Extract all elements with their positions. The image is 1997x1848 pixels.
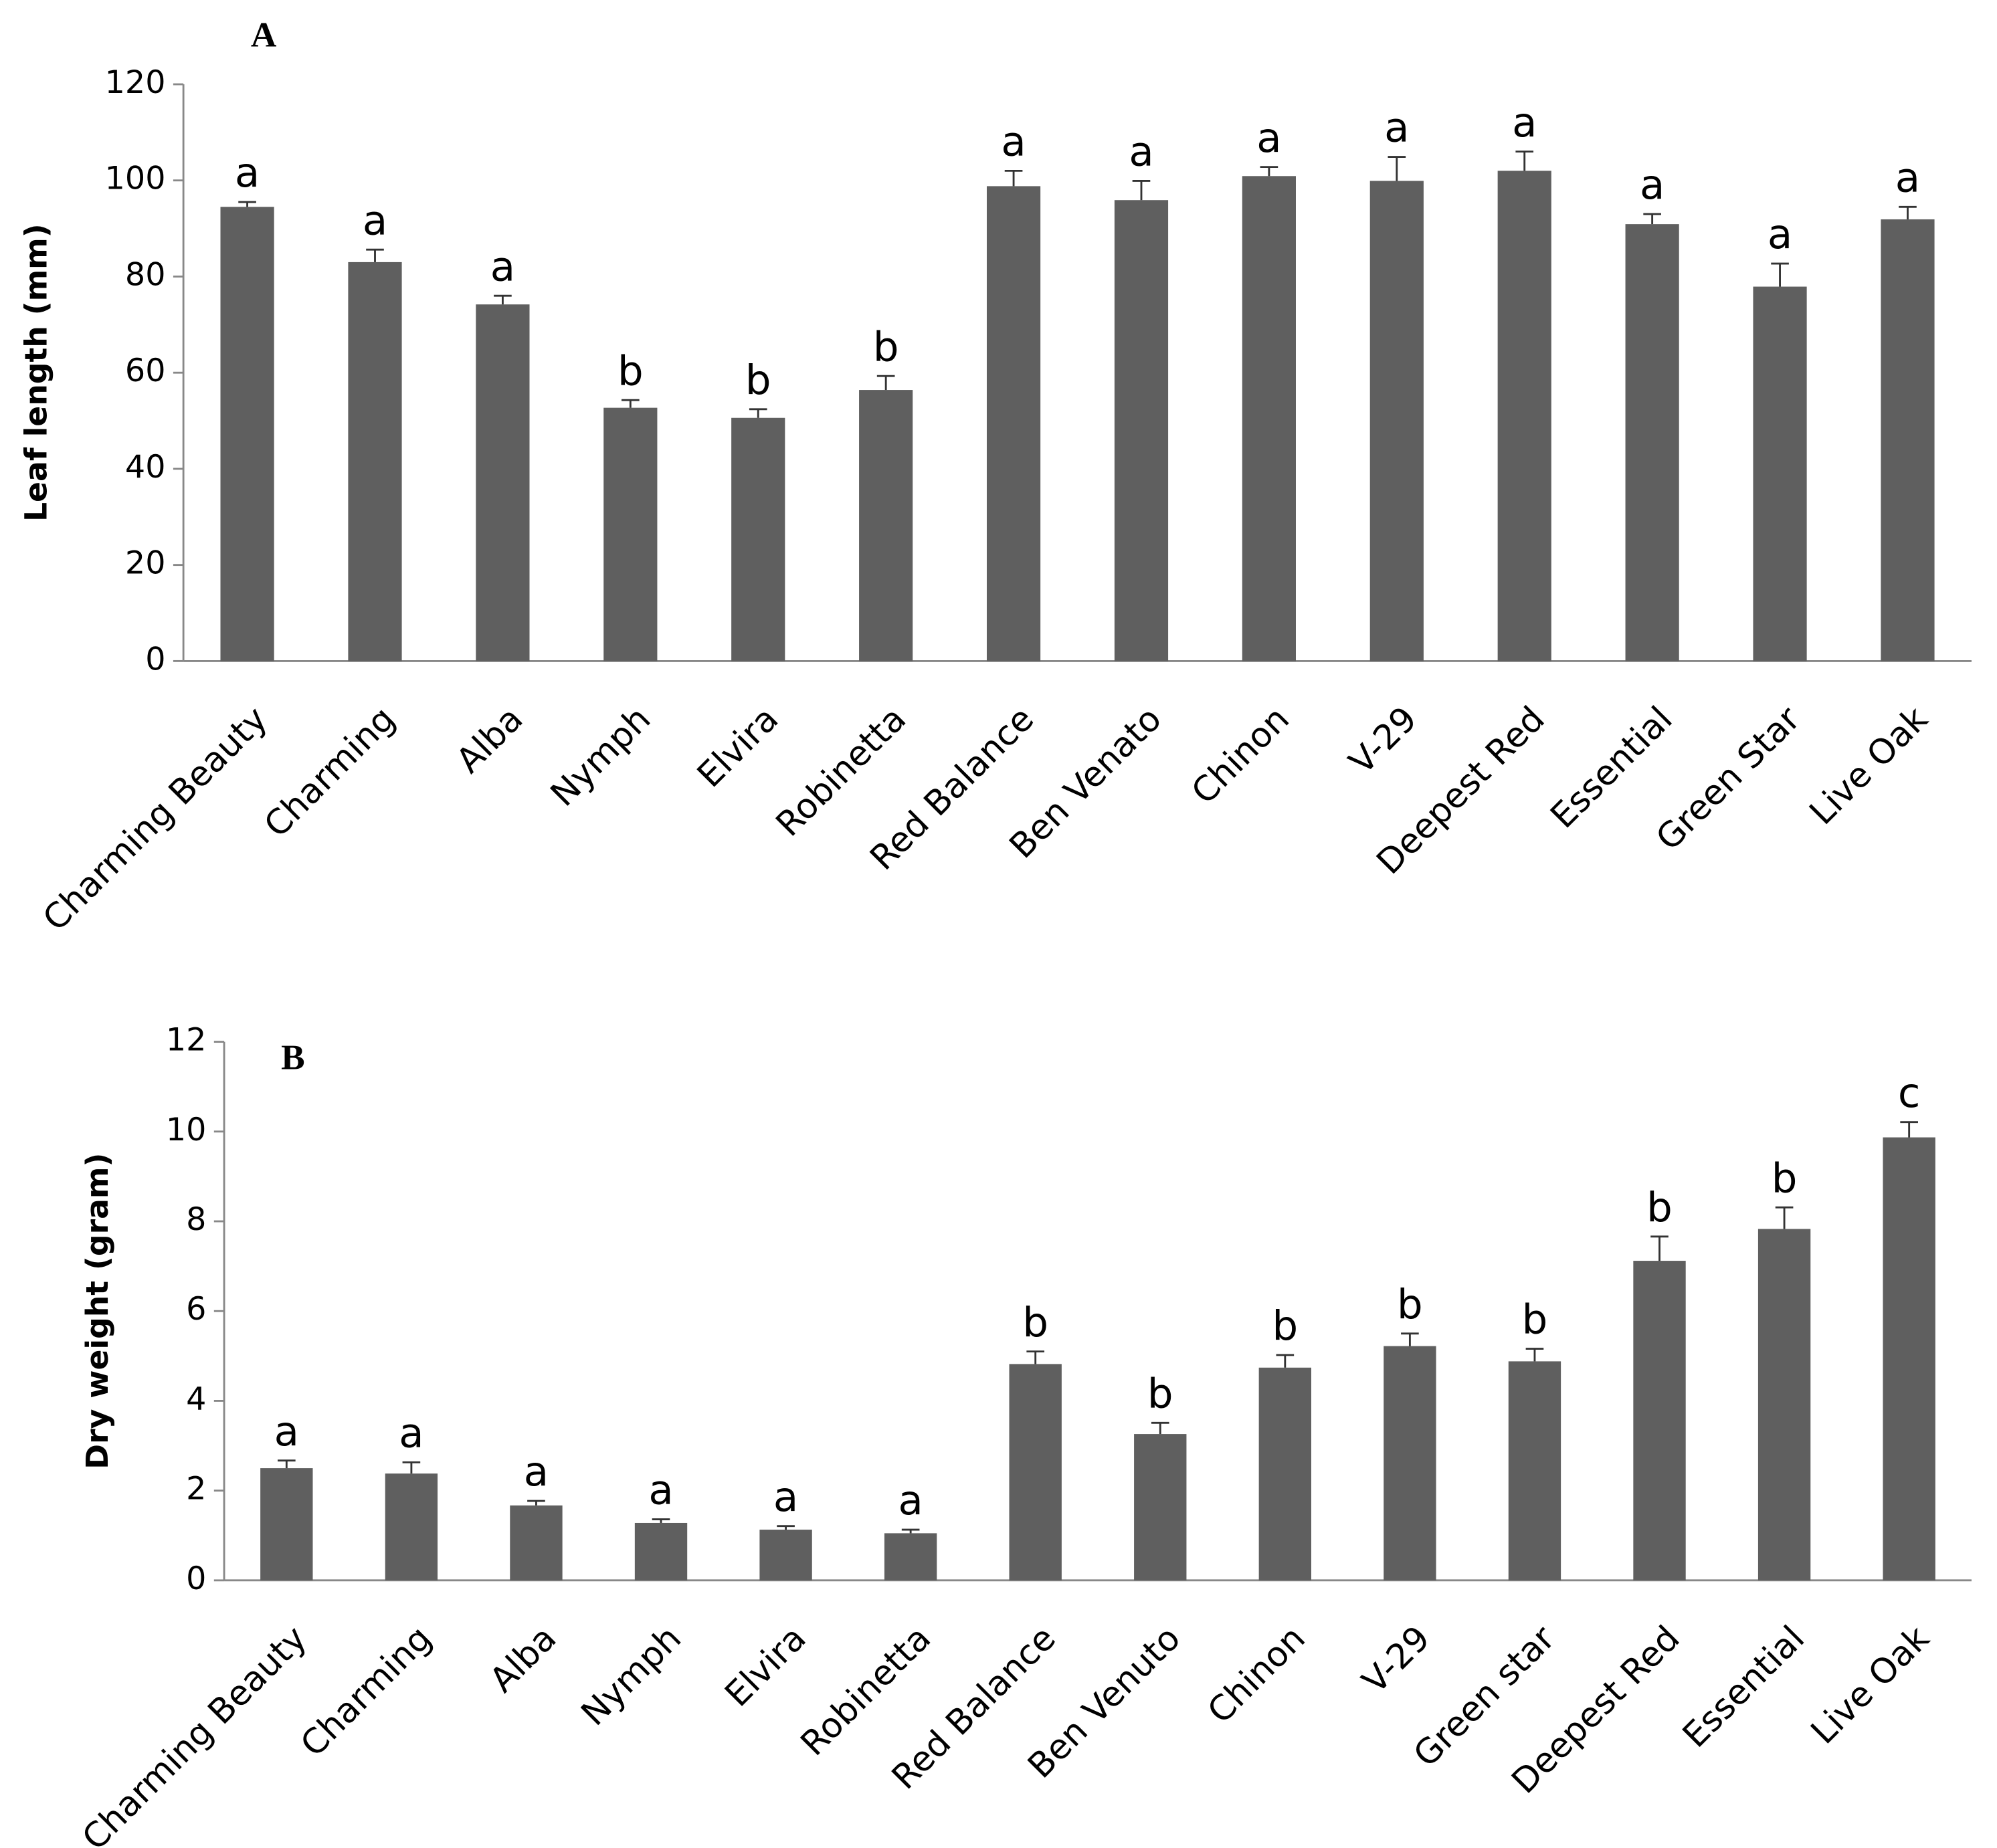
bar bbox=[1134, 1434, 1187, 1580]
significance-letter: a bbox=[274, 1408, 299, 1455]
significance-letter: b bbox=[1147, 1370, 1173, 1417]
bar bbox=[1369, 181, 1424, 661]
x-tick-label: Elvira bbox=[690, 699, 786, 795]
significance-letter: a bbox=[898, 1477, 923, 1524]
y-axis-label: Dry weight (gram) bbox=[80, 1153, 115, 1469]
bar bbox=[1114, 200, 1169, 661]
significance-letter: a bbox=[1129, 128, 1153, 176]
significance-letter: a bbox=[1895, 154, 1920, 201]
significance-letter: b bbox=[873, 323, 899, 371]
y-tick-label: 0 bbox=[186, 1560, 206, 1597]
significance-letter: c bbox=[1898, 1069, 1920, 1117]
bar bbox=[348, 262, 402, 661]
significance-letter: b bbox=[1397, 1281, 1423, 1328]
significance-letter: a bbox=[1768, 211, 1792, 258]
significance-letter: a bbox=[1640, 161, 1665, 209]
x-tick-label: Live Oak bbox=[1804, 1618, 1937, 1752]
y-axis-label: Leaf length (mm) bbox=[19, 223, 54, 522]
x-tick-label: Nymph bbox=[543, 699, 659, 815]
bar bbox=[1633, 1261, 1686, 1580]
chart-title: A bbox=[251, 15, 277, 55]
bar bbox=[1242, 176, 1296, 661]
bar bbox=[1757, 1229, 1811, 1580]
bar bbox=[1883, 1137, 1935, 1580]
significance-letter: b bbox=[617, 347, 644, 395]
x-tick-label: Elvira bbox=[717, 1618, 814, 1714]
significance-letter: a bbox=[648, 1467, 673, 1514]
y-tick-label: 4 bbox=[186, 1380, 206, 1417]
bar bbox=[1258, 1367, 1312, 1580]
bar bbox=[220, 207, 274, 661]
significance-letter: b bbox=[1522, 1296, 1548, 1344]
y-tick-label: 6 bbox=[186, 1291, 206, 1328]
significance-letter: a bbox=[363, 197, 387, 244]
y-tick-label: 100 bbox=[105, 161, 166, 197]
x-tick-label: Charming Beauty bbox=[74, 1618, 314, 1848]
x-tick-label: Alba bbox=[449, 699, 531, 781]
y-tick-label: 40 bbox=[125, 449, 166, 486]
x-tick-label: V-29 bbox=[1355, 1618, 1438, 1701]
y-tick-label: 12 bbox=[166, 1022, 207, 1059]
significance-letter: a bbox=[399, 1410, 423, 1457]
significance-letter: b bbox=[1646, 1184, 1673, 1231]
x-tick-label: Essential bbox=[1675, 1618, 1812, 1755]
bar bbox=[859, 390, 913, 661]
bar bbox=[1753, 286, 1807, 661]
bar bbox=[603, 407, 658, 661]
x-tick-label: Alba bbox=[482, 1618, 565, 1700]
bar bbox=[1384, 1346, 1436, 1580]
x-tick-label: Nymph bbox=[573, 1618, 689, 1734]
x-tick-label: Live Oak bbox=[1802, 699, 1935, 833]
significance-letter: a bbox=[1384, 104, 1409, 152]
x-tick-label: Chinon bbox=[1184, 699, 1297, 812]
y-tick-label: 60 bbox=[125, 352, 166, 389]
chart-title: B bbox=[281, 1037, 305, 1077]
significance-letter: b bbox=[1272, 1302, 1298, 1350]
bar bbox=[1497, 171, 1551, 661]
bar bbox=[1508, 1361, 1561, 1580]
x-tick-label: Charming bbox=[293, 1618, 440, 1764]
y-tick-label: 80 bbox=[125, 256, 166, 293]
significance-letter: a bbox=[524, 1448, 549, 1496]
x-tick-label: Charming Beauty bbox=[35, 699, 276, 939]
y-tick-label: 8 bbox=[186, 1201, 206, 1238]
x-tick-label: Essential bbox=[1543, 699, 1680, 836]
significance-letter: a bbox=[490, 243, 515, 290]
bar bbox=[884, 1533, 937, 1580]
x-tick-label: Charming bbox=[256, 699, 403, 845]
bar bbox=[1009, 1364, 1062, 1580]
bar bbox=[759, 1530, 812, 1580]
bar bbox=[1625, 224, 1679, 661]
bar bbox=[634, 1522, 688, 1580]
x-tick-label: Chinon bbox=[1200, 1618, 1313, 1731]
bar bbox=[385, 1473, 438, 1580]
significance-letter: b bbox=[1022, 1299, 1048, 1346]
x-tick-label: V-29 bbox=[1341, 699, 1424, 782]
bar bbox=[260, 1468, 313, 1580]
y-tick-label: 120 bbox=[105, 64, 166, 101]
y-tick-label: 20 bbox=[125, 545, 166, 582]
bar bbox=[986, 186, 1041, 661]
bar bbox=[510, 1505, 563, 1580]
y-tick-label: 0 bbox=[145, 641, 165, 678]
y-tick-label: 10 bbox=[166, 1112, 207, 1148]
significance-letter: a bbox=[235, 149, 260, 197]
significance-letter: a bbox=[773, 1473, 798, 1521]
significance-letter: b bbox=[745, 356, 771, 404]
y-tick-label: 2 bbox=[186, 1471, 206, 1508]
significance-letter: a bbox=[1001, 118, 1026, 166]
bar bbox=[731, 417, 785, 661]
significance-letter: a bbox=[1256, 114, 1281, 162]
bar bbox=[476, 304, 530, 661]
bar bbox=[1881, 219, 1935, 661]
significance-letter: b bbox=[1772, 1154, 1798, 1202]
significance-letter: a bbox=[1512, 99, 1537, 146]
